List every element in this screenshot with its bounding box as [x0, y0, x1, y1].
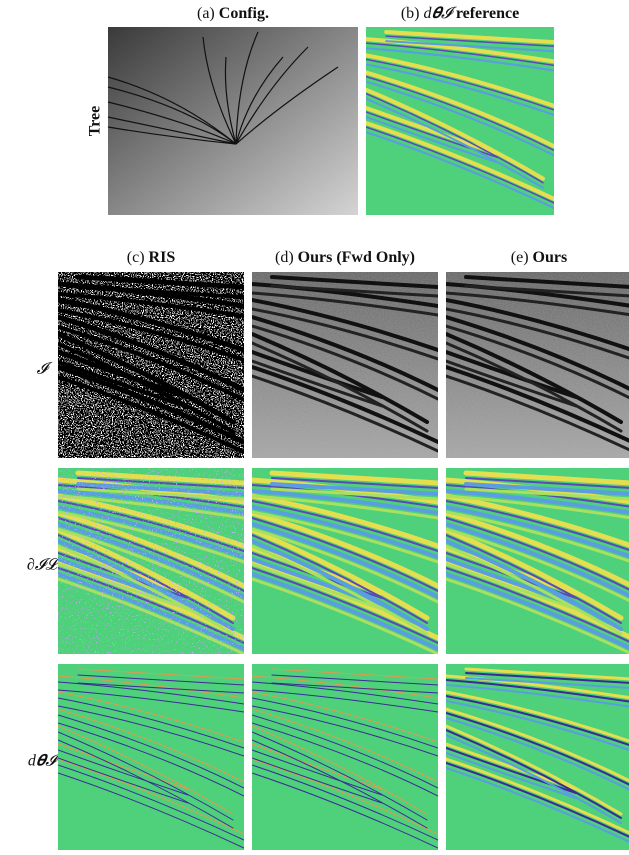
- column-label: (e) Ours: [511, 249, 567, 266]
- column-label: (d) Ours (Fwd Only): [275, 249, 415, 266]
- column-label: (c) RIS: [127, 249, 176, 266]
- config-image: [108, 27, 358, 215]
- result-image: [252, 272, 438, 458]
- row-label: d𝜽𝓘: [28, 753, 62, 770]
- result-image: [58, 272, 244, 458]
- result-image: [252, 664, 438, 850]
- figure: (a) Config. (b) d𝜽𝓘 reference Tree (c) R…: [0, 0, 629, 855]
- reference-image: [366, 27, 554, 215]
- result-image: [58, 664, 244, 850]
- config-label: (a) Config.: [197, 5, 269, 22]
- result-image: [446, 272, 629, 458]
- result-image: [252, 468, 438, 654]
- row-label: Tree: [87, 106, 104, 137]
- result-image: [446, 664, 629, 850]
- row-label: 𝓘: [37, 361, 53, 378]
- row-label: ∂𝓘𝓛: [27, 557, 62, 574]
- result-image: [446, 468, 629, 654]
- page: {"top":{"config":{"prefix":"(a)","bold":…: [0, 0, 629, 855]
- result-image: [58, 468, 244, 654]
- reference-label: (b) d𝜽𝓘 reference: [401, 5, 519, 22]
